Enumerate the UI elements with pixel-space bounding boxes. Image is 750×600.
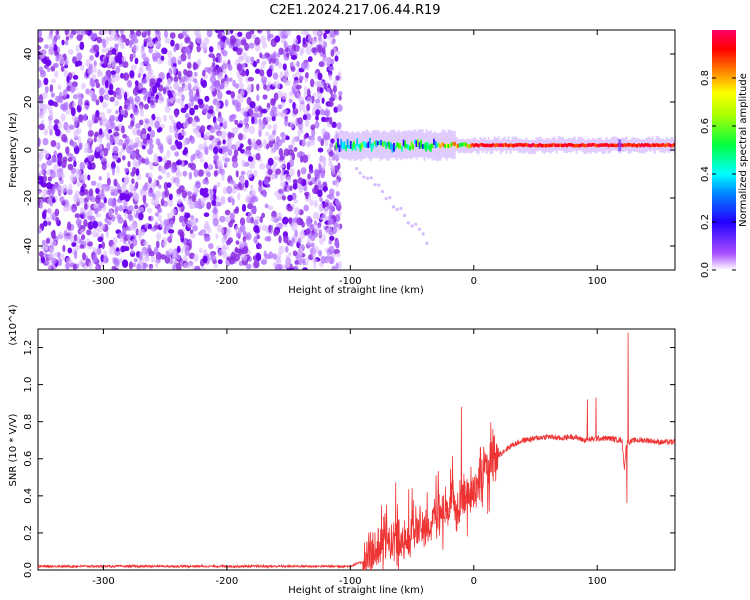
spectrogram-ylabel: Frequency (Hz) bbox=[8, 112, 19, 188]
colorbar-ticks: 0.0 0.2 0.4 0.6 0.8 bbox=[700, 70, 736, 278]
y-tick-label: 0.0 bbox=[23, 562, 34, 578]
x-tick-label: -300 bbox=[92, 576, 115, 587]
y-tick-label: 0.8 bbox=[23, 414, 34, 430]
figure-title: C2E1.2024.217.06.44.R19 bbox=[269, 3, 440, 18]
x-tick-label: -200 bbox=[216, 576, 239, 587]
snr-multiplier: (x10^4) bbox=[8, 304, 19, 345]
x-tick-label: 100 bbox=[588, 276, 607, 287]
spectrogram-xlabel: Height of straight line (km) bbox=[288, 285, 424, 296]
snr-axes: -300 -200 -100 0 100 0.0 0.2 0.4 0.6 0.8 1.0 1.2 bbox=[23, 329, 675, 587]
x-tick-label: -300 bbox=[92, 276, 115, 287]
y-tick-label: 20 bbox=[23, 96, 34, 109]
colorbar-label: Normalized spectral amplitude bbox=[738, 73, 749, 227]
y-tick-label: 1.0 bbox=[23, 377, 34, 393]
x-tick-label: 0 bbox=[471, 576, 477, 587]
snr-ylabel: SNR (10 * V/V) bbox=[8, 413, 19, 486]
colorbar-tick-label: 0.8 bbox=[700, 70, 711, 86]
colorbar-tick-label: 0.6 bbox=[700, 118, 711, 134]
x-tick-label: 0 bbox=[471, 276, 477, 287]
y-tick-label: -20 bbox=[23, 190, 34, 206]
snr-xlabel: Height of straight line (km) bbox=[288, 585, 424, 596]
colorbar-tick-label: 0.4 bbox=[700, 166, 711, 182]
colorbar: 0.0 0.2 0.4 0.6 0.8 Normalized spectral ampl… bbox=[700, 30, 749, 278]
y-tick-label: 0.4 bbox=[23, 488, 34, 504]
y-tick-label: 1.2 bbox=[23, 340, 34, 356]
x-tick-label: 100 bbox=[588, 576, 607, 587]
x-tick-label: -100 bbox=[339, 576, 362, 587]
snr-series-line bbox=[38, 332, 675, 570]
snr-frame bbox=[37, 328, 676, 571]
colorbar-gradient bbox=[712, 30, 736, 270]
y-tick-label: -40 bbox=[23, 238, 34, 254]
colorbar-tick-label: 0.2 bbox=[700, 214, 711, 230]
y-tick-label: 0 bbox=[23, 147, 34, 153]
y-tick-label: 40 bbox=[23, 48, 34, 61]
colorbar-tick-label: 0.0 bbox=[700, 262, 711, 278]
y-tick-label: 0.6 bbox=[23, 451, 34, 467]
x-tick-label: -200 bbox=[216, 276, 239, 287]
x-tick-label: -100 bbox=[339, 276, 362, 287]
snr-panel: -300 -200 -100 0 100 0.0 0.2 0.4 0.6 0.8 1.0 1.2 He… bbox=[8, 304, 676, 596]
spectrogram-heatmap bbox=[38, 30, 675, 270]
y-tick-label: 0.2 bbox=[23, 525, 34, 541]
